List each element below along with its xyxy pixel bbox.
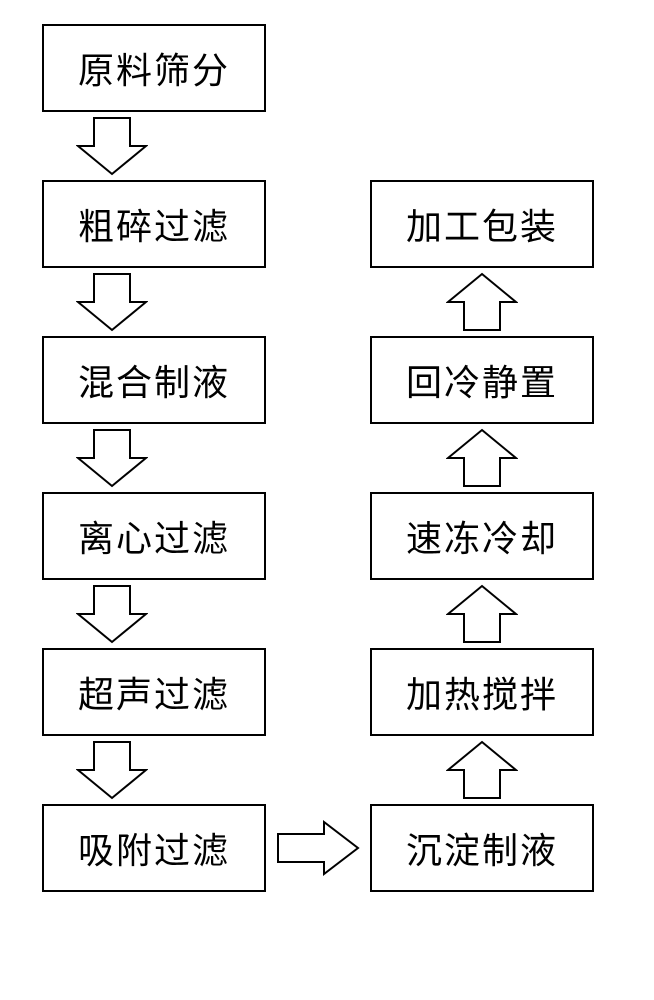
arrow-up-icon: [446, 740, 518, 800]
arrow-down-icon: [76, 740, 148, 800]
node-quick-freeze-cool: 速冻冷却: [370, 492, 594, 580]
node-label: 原料筛分: [78, 42, 230, 94]
arrow-down-icon: [76, 116, 148, 176]
node-label: 吸附过滤: [78, 822, 230, 874]
node-raw-material-screening: 原料筛分: [42, 24, 266, 112]
node-label: 回冷静置: [406, 354, 558, 406]
node-mix-liquid: 混合制液: [42, 336, 266, 424]
node-label: 加工包装: [406, 198, 558, 250]
node-label: 混合制液: [78, 354, 230, 406]
node-label: 加热搅拌: [406, 666, 558, 718]
node-ultrasonic-filter: 超声过滤: [42, 648, 266, 736]
node-label: 速冻冷却: [406, 510, 558, 562]
node-label: 粗碎过滤: [78, 198, 230, 250]
node-coarse-crush-filter: 粗碎过滤: [42, 180, 266, 268]
arrow-down-icon: [76, 428, 148, 488]
node-label: 离心过滤: [78, 510, 230, 562]
node-centrifugal-filter: 离心过滤: [42, 492, 266, 580]
arrow-up-icon: [446, 428, 518, 488]
node-label: 沉淀制液: [406, 822, 558, 874]
arrow-down-icon: [76, 584, 148, 644]
node-label: 超声过滤: [78, 666, 230, 718]
node-adsorption-filter: 吸附过滤: [42, 804, 266, 892]
arrow-right-icon: [276, 820, 360, 876]
arrow-down-icon: [76, 272, 148, 332]
flowchart-canvas: 原料筛分 粗碎过滤 混合制液 离心过滤 超声过滤 吸附过滤 沉淀制液 加热搅拌 …: [0, 0, 654, 1000]
arrow-up-icon: [446, 584, 518, 644]
node-heat-stir: 加热搅拌: [370, 648, 594, 736]
node-precipitate-liquid: 沉淀制液: [370, 804, 594, 892]
node-process-package: 加工包装: [370, 180, 594, 268]
node-recool-rest: 回冷静置: [370, 336, 594, 424]
arrow-up-icon: [446, 272, 518, 332]
